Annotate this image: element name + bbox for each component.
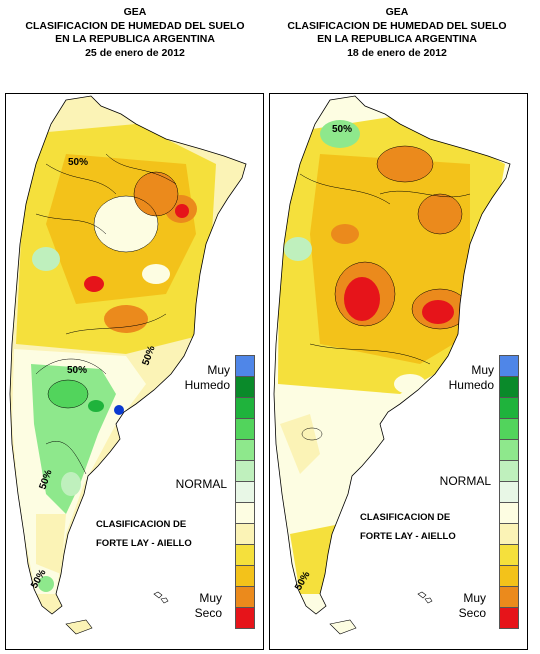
left-map-panel: 50% 50% 50% 50% 50% CLASIFICACION DE FOR… xyxy=(5,93,264,650)
legend-swatch xyxy=(235,376,255,398)
legend-swatch xyxy=(499,544,519,566)
left-legend-top-label: Muy Humedo xyxy=(185,363,230,393)
legend-swatch xyxy=(499,355,519,377)
malvinas-islands xyxy=(417,591,433,604)
legend-swatch xyxy=(235,481,255,503)
right-title-line-3: EN LA REPUBLICA ARGENTINA xyxy=(317,33,477,45)
left-soil-moisture-map: 50% 50% 50% 50% 50% xyxy=(9,95,247,635)
right-map-panel: 50% 50% CLASIFICACION DE FORTE LAY - AIE… xyxy=(269,93,528,650)
legend-swatch xyxy=(235,439,255,461)
legend-seco: Seco xyxy=(194,606,222,620)
legend-swatch xyxy=(235,502,255,524)
legend-swatch xyxy=(499,523,519,545)
legend-swatch xyxy=(499,397,519,419)
legend-swatch xyxy=(499,376,519,398)
right-title-line-2: CLASIFICACION DE HUMEDAD DEL SUELO xyxy=(287,19,507,32)
right-classification-label: CLASIFICACION DE FORTE LAY - AIELLO xyxy=(360,508,456,546)
right-classification-line-1: CLASIFICACION DE xyxy=(360,512,451,523)
left-classification-line-2: FORTE LAY - AIELLO xyxy=(96,538,192,549)
legend-swatch xyxy=(235,397,255,419)
contour-label: 50% xyxy=(68,157,88,168)
left-map-title: GEA CLASIFICACION DE HUMEDAD DEL SUELO E… xyxy=(4,6,266,60)
legend-swatch xyxy=(235,565,255,587)
legend-swatch xyxy=(235,607,255,629)
legend-muy: Muy xyxy=(199,591,222,605)
right-classification-line-2: FORTE LAY - AIELLO xyxy=(360,531,456,542)
legend-swatch xyxy=(235,418,255,440)
right-soil-moisture-map: 50% 50% xyxy=(273,95,511,635)
legend-humedo: Humedo xyxy=(448,378,494,392)
left-title-date: 25 de enero de 2012 xyxy=(85,46,185,59)
right-legend-bottom-label: Muy Seco xyxy=(459,591,486,621)
legend-swatch xyxy=(499,460,519,482)
legend-swatch xyxy=(235,544,255,566)
right-map-title: GEA CLASIFICACION DE HUMEDAD DEL SUELO E… xyxy=(266,6,528,60)
left-classification-line-1: CLASIFICACION DE xyxy=(96,519,187,530)
left-classification-label: CLASIFICACION DE FORTE LAY - AIELLO xyxy=(96,515,192,553)
left-title-line-2: CLASIFICACION DE HUMEDAD DEL SUELO xyxy=(25,19,245,32)
right-color-legend xyxy=(499,355,519,629)
legend-swatch xyxy=(499,418,519,440)
legend-swatch xyxy=(499,502,519,524)
legend-swatch xyxy=(235,523,255,545)
legend-swatch xyxy=(499,607,519,629)
left-color-legend xyxy=(235,355,255,629)
legend-swatch xyxy=(499,586,519,608)
legend-muy: Muy xyxy=(463,591,486,605)
legend-swatch xyxy=(235,460,255,482)
right-title-date: 18 de enero de 2012 xyxy=(347,46,447,59)
legend-muy: Muy xyxy=(471,363,494,377)
contour-label: 50% xyxy=(332,124,352,135)
legend-swatch xyxy=(235,355,255,377)
legend-swatch xyxy=(235,586,255,608)
left-legend-bottom-label: Muy Seco xyxy=(195,591,222,621)
legend-seco: Seco xyxy=(458,606,486,620)
right-legend-normal-label: NORMAL xyxy=(439,474,491,488)
left-title-line-1: GEA xyxy=(123,6,147,18)
malvinas-islands xyxy=(153,591,169,604)
right-legend-top-label: Muy Humedo xyxy=(449,363,494,393)
left-title-line-3: EN LA REPUBLICA ARGENTINA xyxy=(55,33,215,45)
legend-swatch xyxy=(499,565,519,587)
legend-muy: Muy xyxy=(207,363,230,377)
tierra-del-fuego xyxy=(65,619,93,635)
legend-humedo: Humedo xyxy=(184,378,230,392)
tierra-del-fuego xyxy=(329,619,357,635)
contour-label: 50% xyxy=(67,365,87,376)
legend-swatch xyxy=(499,481,519,503)
left-legend-normal-label: NORMAL xyxy=(175,477,227,491)
right-title-line-1: GEA xyxy=(385,6,409,18)
legend-swatch xyxy=(499,439,519,461)
